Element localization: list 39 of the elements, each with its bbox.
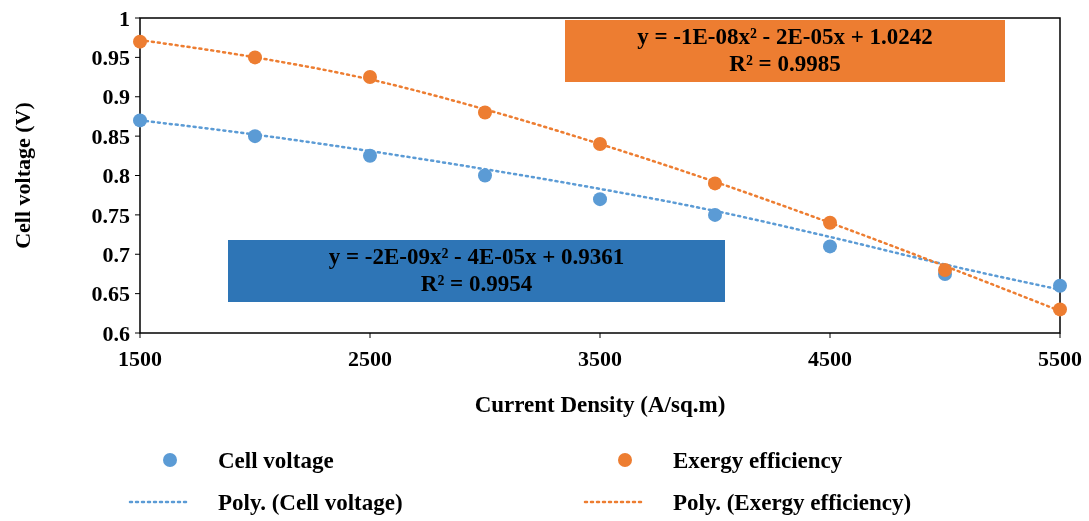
point xyxy=(133,34,147,49)
point xyxy=(248,50,262,65)
point xyxy=(823,215,837,230)
x-tick-label: 5500 xyxy=(1038,346,1082,371)
point xyxy=(708,207,722,222)
x-tick-label: 1500 xyxy=(118,346,162,371)
y-tick-label: 0.6 xyxy=(102,320,130,346)
legend-label: Cell voltage xyxy=(218,448,334,474)
annotation: y = -1E-08x² - 2E-05x + 1.0242 R² = 0.9985 xyxy=(637,24,933,76)
y-tick-label: 0.85 xyxy=(91,123,130,149)
legend-label: Poly. (Cell voltage) xyxy=(218,490,403,516)
legend-label: Exergy efficiency xyxy=(673,448,843,474)
point xyxy=(823,239,837,254)
x-tick-label: 4500 xyxy=(808,346,852,371)
y-tick-label: 1 xyxy=(119,5,130,31)
y-tick-label: 0.75 xyxy=(91,202,130,228)
x-tick-label: 2500 xyxy=(348,346,392,371)
x-tick-label: 3500 xyxy=(578,346,622,371)
point xyxy=(593,137,607,151)
point xyxy=(478,105,492,120)
annotation: y = -2E-09x² - 4E-05x + 0.9361 R² = 0.9954 xyxy=(328,244,625,296)
point xyxy=(708,176,722,191)
x-axis-title: Current Density (A/sq.m) xyxy=(474,392,726,417)
point xyxy=(478,168,492,183)
y-tick-label: 0.95 xyxy=(91,45,130,71)
y-tick-label: 0.7 xyxy=(102,241,130,267)
point xyxy=(1053,302,1067,317)
point xyxy=(133,113,147,128)
point xyxy=(1053,278,1067,293)
y-tick-label: 0.9 xyxy=(102,84,130,110)
point xyxy=(593,192,607,207)
point xyxy=(248,129,262,144)
point xyxy=(938,263,952,277)
y-axis-title: Cell voltage (V) xyxy=(10,102,35,249)
y-tick-label: 0.65 xyxy=(91,281,130,307)
point xyxy=(363,148,377,163)
legend-label: Poly. (Exergy efficiency) xyxy=(673,490,912,516)
y-tick-label: 0.8 xyxy=(102,163,130,189)
point xyxy=(363,70,377,85)
